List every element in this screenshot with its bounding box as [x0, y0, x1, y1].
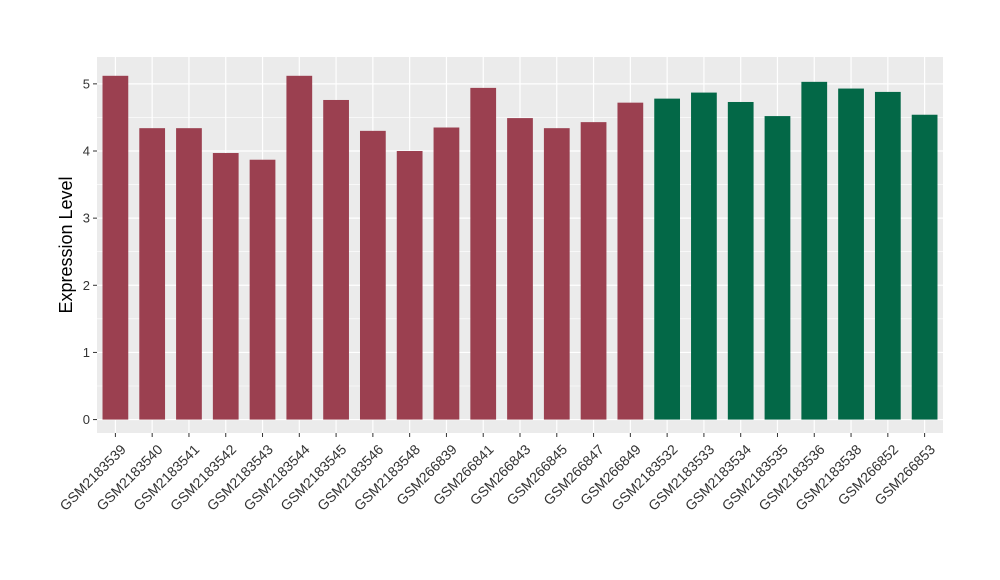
bar-GSM2183544 — [286, 75, 313, 420]
y-tick-label: 3 — [83, 211, 90, 226]
y-tick-label: 4 — [83, 144, 90, 159]
bar-GSM2183543 — [249, 159, 276, 420]
y-tick-label: 0 — [83, 412, 90, 427]
bar-GSM2183548 — [396, 151, 423, 420]
bar-GSM2183545 — [323, 99, 349, 420]
bar-GSM2183532 — [654, 98, 681, 420]
bar-GSM2183534 — [727, 101, 754, 420]
bar-GSM266843 — [507, 118, 533, 420]
y-axis: 0 1 2 3 4 5 — [83, 76, 97, 427]
bar-GSM2183535 — [764, 116, 791, 420]
bar-GSM266845 — [543, 128, 570, 420]
bars — [102, 75, 938, 420]
bar-GSM2183536 — [801, 81, 828, 420]
bar-GSM2183546 — [359, 130, 386, 420]
x-axis: GSM2183539GSM2183540GSM2183541GSM2183542… — [56, 433, 938, 514]
bar-GSM2183539 — [102, 75, 129, 420]
bar-GSM266849 — [617, 102, 644, 420]
y-tick-label: 1 — [83, 345, 90, 360]
bar-GSM266847 — [580, 122, 607, 420]
y-tick-label: 5 — [83, 76, 90, 91]
bar-GSM2183538 — [838, 88, 864, 420]
bar-GSM266841 — [470, 87, 497, 420]
bar-GSM266853 — [911, 114, 938, 420]
y-tick-label: 2 — [83, 278, 90, 293]
y-axis-title: Expression Level — [56, 176, 76, 313]
bar-GSM2183540 — [139, 128, 166, 420]
bar-GSM266852 — [874, 91, 901, 420]
bar-GSM2183541 — [176, 128, 202, 420]
bar-GSM2183533 — [691, 92, 717, 420]
bar-GSM2183542 — [212, 153, 239, 420]
bar-GSM266839 — [433, 127, 460, 420]
